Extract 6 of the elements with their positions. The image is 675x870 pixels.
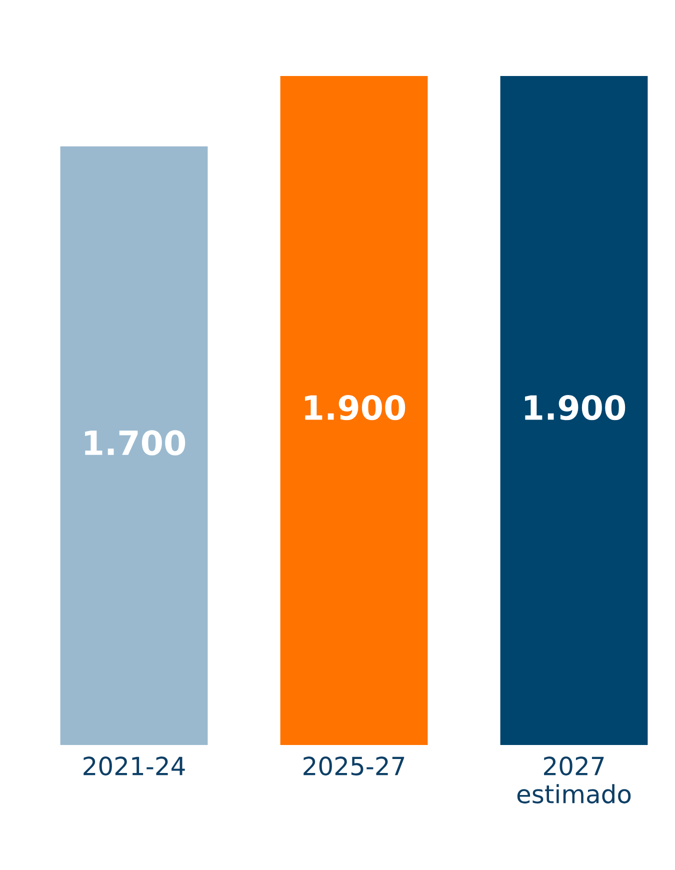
data-label: 1.900	[305, 394, 406, 420]
x-tick-label: 2025-27	[304, 756, 404, 776]
data-label: 1.900	[525, 394, 626, 420]
data-label: 1.700	[85, 430, 186, 456]
x-tick-label: 2021-24	[84, 756, 185, 776]
x-tick-label: 2027 estimado	[517, 756, 631, 804]
